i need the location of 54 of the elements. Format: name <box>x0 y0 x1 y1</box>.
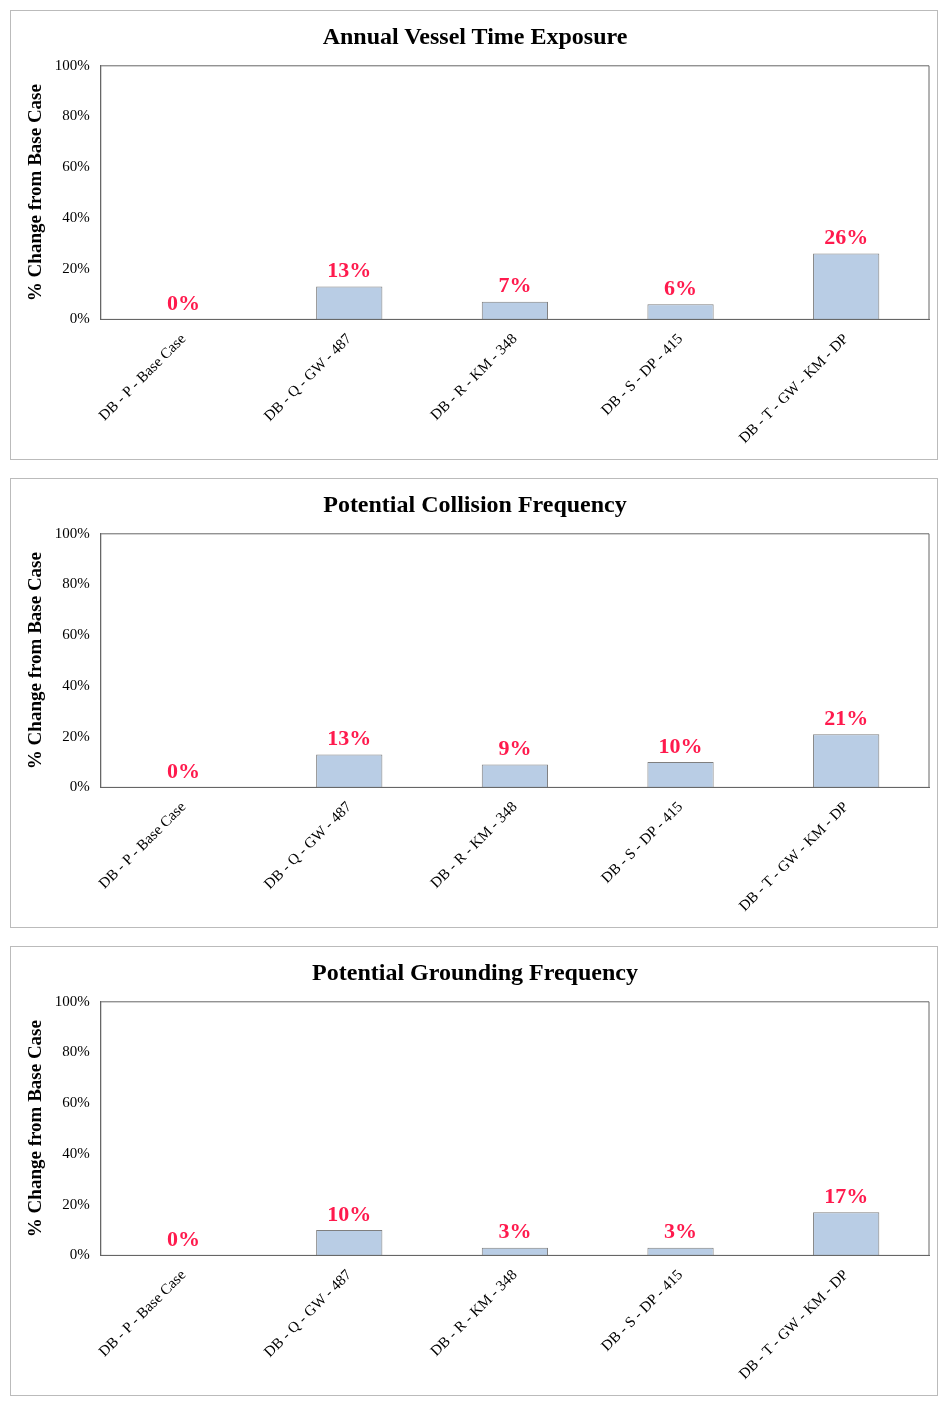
y-tick-label: 40% <box>62 208 90 225</box>
data-label: 3% <box>498 1218 532 1244</box>
x-tick-label: DB - S - DP - 415 <box>597 330 686 418</box>
data-label: 17% <box>824 1182 869 1208</box>
y-tick-label: 40% <box>62 1144 90 1161</box>
data-label: 13% <box>327 257 372 283</box>
y-tick-label: 60% <box>62 158 90 175</box>
data-label: 0% <box>167 290 201 316</box>
chart-title: Annual Vessel Time Exposure <box>322 22 628 49</box>
y-tick-label: 60% <box>62 626 90 643</box>
y-tick-label: 0% <box>69 778 90 795</box>
chart-title: Potential Grounding Frequency <box>312 958 638 985</box>
y-tick-label: 20% <box>62 1195 90 1212</box>
y-tick-label: 0% <box>69 1246 90 1263</box>
data-label: 26% <box>824 224 869 250</box>
x-tick-label: DB - Q - GW - 487 <box>260 798 355 892</box>
x-tick-label: DB - S - DP - 415 <box>597 1266 686 1354</box>
x-tick-label: DB - P - Base Case <box>95 1266 189 1360</box>
y-axis-title: % Change from Base Case <box>24 1020 46 1238</box>
data-label: 9% <box>498 735 532 761</box>
y-tick-label: 100% <box>54 992 90 1009</box>
data-label: 13% <box>327 725 372 751</box>
y-axis-title: % Change from Base Case <box>24 552 46 770</box>
y-tick-label: 80% <box>62 107 90 124</box>
data-label: 10% <box>327 1200 372 1226</box>
y-tick-label: 100% <box>54 524 90 541</box>
y-tick-label: 80% <box>62 575 90 592</box>
data-label: 7% <box>498 272 532 298</box>
data-label: 10% <box>658 732 703 758</box>
y-tick-label: 60% <box>62 1094 90 1111</box>
y-tick-label: 20% <box>62 259 90 276</box>
y-tick-label: 0% <box>69 310 90 327</box>
x-tick-label: DB - Q - GW - 487 <box>260 330 355 424</box>
data-label: 0% <box>167 758 201 784</box>
x-tick-label: DB - P - Base Case <box>95 798 189 892</box>
data-label: 0% <box>167 1226 201 1252</box>
data-label: 6% <box>664 274 698 300</box>
x-tick-label: DB - R - KM - 348 <box>427 330 520 423</box>
data-label: 21% <box>824 704 869 730</box>
x-tick-label: DB - R - KM - 348 <box>427 798 520 891</box>
y-tick-label: 100% <box>54 56 90 73</box>
y-tick-label: 40% <box>62 676 90 693</box>
x-tick-label: DB - R - KM - 348 <box>427 1266 520 1359</box>
x-tick-label: DB - T - GW - KM - DP <box>735 798 852 914</box>
x-tick-label: DB - T - GW - KM - DP <box>735 330 852 446</box>
x-tick-label: DB - Q - GW - 487 <box>260 1266 355 1360</box>
x-tick-label: DB - T - GW - KM - DP <box>735 1266 852 1382</box>
data-label: 3% <box>664 1218 698 1244</box>
x-tick-label: DB - P - Base Case <box>95 330 189 424</box>
x-tick-label: DB - S - DP - 415 <box>597 798 686 886</box>
y-tick-label: 80% <box>62 1043 90 1060</box>
y-axis-title: % Change from Base Case <box>24 84 46 302</box>
y-tick-label: 20% <box>62 727 90 744</box>
chart-title: Potential Collision Frequency <box>323 490 627 517</box>
